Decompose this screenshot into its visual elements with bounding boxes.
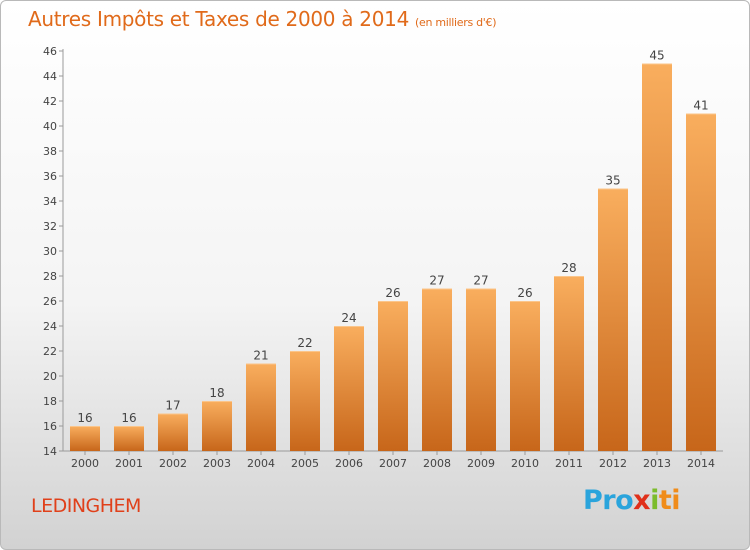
bar-value-label: 16 <box>77 411 92 425</box>
bar-value-label: 27 <box>429 274 444 288</box>
x-tick-label: 2000 <box>71 457 99 470</box>
bar <box>290 351 320 451</box>
bar-value-label: 41 <box>693 99 708 113</box>
bar-value-label: 17 <box>165 399 180 413</box>
bar-value-label: 28 <box>561 261 576 275</box>
y-tick-label: 14 <box>43 445 57 458</box>
x-tick-label: 2011 <box>555 457 583 470</box>
logo-part-1: Pro <box>583 485 634 516</box>
x-tick-label: 2001 <box>115 457 143 470</box>
chart-subtitle: (en milliers d'€) <box>415 16 497 29</box>
x-tick-label: 2006 <box>335 457 363 470</box>
y-tick-label: 34 <box>43 195 57 208</box>
bar <box>246 363 276 451</box>
chart-title: Autres Impôts et Taxes de 2000 à 2014 (en… <box>28 7 496 31</box>
y-tick-label: 40 <box>43 120 57 133</box>
x-tick-label: 2002 <box>159 457 187 470</box>
bar-value-label: 45 <box>649 49 664 63</box>
y-tick-label: 32 <box>43 220 57 233</box>
bar-value-label: 26 <box>385 286 400 300</box>
bar <box>202 401 232 451</box>
y-tick-label: 42 <box>43 95 57 108</box>
x-tick-label: 2007 <box>379 457 407 470</box>
x-tick-label: 2003 <box>203 457 231 470</box>
bar <box>686 113 716 451</box>
logo-part-2: x <box>633 485 651 516</box>
bar <box>378 301 408 451</box>
x-tick-label: 2014 <box>687 457 715 470</box>
x-tick-label: 2009 <box>467 457 495 470</box>
y-tick-label: 24 <box>43 320 57 333</box>
proxiti-logo: Proxiti <box>583 485 681 516</box>
y-tick-label: 16 <box>43 420 57 433</box>
bar-value-label: 35 <box>605 174 620 188</box>
bar <box>158 413 188 451</box>
x-tick-label: 2010 <box>511 457 539 470</box>
y-tick-label: 22 <box>43 345 57 358</box>
y-tick-label: 46 <box>43 45 57 58</box>
bar <box>114 426 144 451</box>
bar-value-label: 24 <box>341 311 356 325</box>
y-tick-label: 38 <box>43 145 57 158</box>
logo-part-3: i <box>650 485 659 516</box>
y-tick-label: 44 <box>43 70 57 83</box>
chart-title-text: Autres Impôts et Taxes de 2000 à 2014 <box>28 7 409 31</box>
y-tick-label: 18 <box>43 395 57 408</box>
y-tick-label: 28 <box>43 270 57 283</box>
bar <box>334 326 364 451</box>
bar <box>598 188 628 451</box>
x-tick-label: 2004 <box>247 457 275 470</box>
bar-value-label: 27 <box>473 274 488 288</box>
bar <box>422 288 452 451</box>
y-tick-label: 26 <box>43 295 57 308</box>
x-tick-label: 2013 <box>643 457 671 470</box>
y-tick-label: 30 <box>43 245 57 258</box>
bar <box>554 276 584 451</box>
x-tick-label: 2012 <box>599 457 627 470</box>
x-tick-label: 2005 <box>291 457 319 470</box>
bar <box>642 63 672 451</box>
y-tick-label: 36 <box>43 170 57 183</box>
x-tick-label: 2008 <box>423 457 451 470</box>
bar <box>466 288 496 451</box>
bar-value-label: 18 <box>209 386 224 400</box>
bar-value-label: 22 <box>297 336 312 350</box>
bar <box>70 426 100 451</box>
logo-part-4: ti <box>658 485 681 516</box>
place-name: LEDINGHEM <box>31 495 141 517</box>
y-tick-label: 20 <box>43 370 57 383</box>
bar <box>510 301 540 451</box>
bar-value-label: 21 <box>253 349 268 363</box>
bar-value-label: 16 <box>121 411 136 425</box>
bar-value-label: 26 <box>517 286 532 300</box>
